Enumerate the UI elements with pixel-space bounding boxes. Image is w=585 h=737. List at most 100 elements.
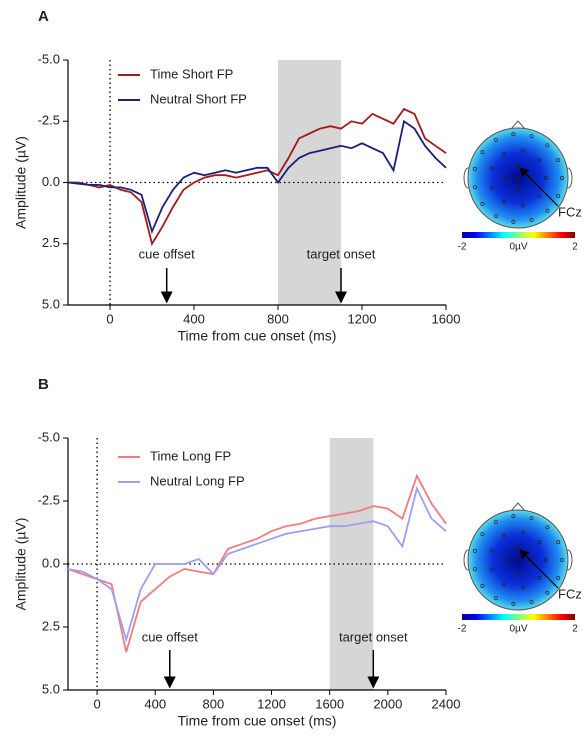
x-tick-label: 1600 xyxy=(315,696,344,711)
electrode-label: FCz xyxy=(558,204,582,219)
electrode xyxy=(556,158,561,163)
series-line xyxy=(67,485,447,643)
colorbar xyxy=(462,614,575,620)
electrode xyxy=(516,558,520,562)
y-tick-label: 2.5 xyxy=(42,618,60,633)
x-tick-label: 2000 xyxy=(373,696,402,711)
y-tick-label: -2.5 xyxy=(38,113,60,128)
electrode xyxy=(556,575,561,580)
electrode xyxy=(480,201,485,206)
legend-label: Time Short FP xyxy=(150,66,233,81)
electrode xyxy=(494,519,498,524)
series-line xyxy=(68,107,447,247)
electrode xyxy=(544,558,548,562)
electrode xyxy=(511,219,516,224)
electrode xyxy=(489,548,494,553)
x-tick-label: 1600 xyxy=(432,311,461,326)
electrode xyxy=(473,166,477,171)
colorbar-tick-label: 2 xyxy=(572,242,578,253)
y-tick-label: 5.0 xyxy=(42,296,60,311)
electrode xyxy=(516,570,520,574)
x-tick-label: 2400 xyxy=(432,696,461,711)
electrode xyxy=(545,590,550,595)
electrode xyxy=(480,583,485,588)
electrode xyxy=(556,193,561,198)
y-tick-label: -5.0 xyxy=(38,429,60,444)
electrode xyxy=(560,176,564,180)
y-tick-label: 5.0 xyxy=(42,681,60,696)
electrode-pointer xyxy=(519,549,559,589)
electrode-pointer xyxy=(519,167,559,207)
head-nose xyxy=(510,120,526,130)
head-nose xyxy=(510,502,526,512)
y-tick-label: 0.0 xyxy=(42,174,60,189)
electrode xyxy=(502,533,506,538)
legend-label: Neutral Short FP xyxy=(150,91,247,106)
electrode xyxy=(560,558,564,562)
y-tick-label: -5.0 xyxy=(38,51,60,66)
electrode xyxy=(473,185,477,190)
topomap-head xyxy=(467,127,569,229)
annotation-label: target onset xyxy=(307,246,376,261)
electrode xyxy=(489,185,494,190)
y-axis-label: Amplitude (µV) xyxy=(13,518,29,611)
y-tick-label: 2.5 xyxy=(42,235,60,250)
electrode xyxy=(511,132,516,137)
electrode xyxy=(494,214,498,219)
electrode xyxy=(520,203,525,208)
electrode xyxy=(502,582,506,587)
electrode xyxy=(480,532,485,537)
electrode xyxy=(520,585,525,590)
electrode xyxy=(511,514,516,519)
series-line xyxy=(67,473,447,653)
x-tick-label: 1200 xyxy=(257,696,286,711)
x-axis-label: Time from cue onset (ms) xyxy=(178,713,337,729)
x-tick-label: 400 xyxy=(183,311,205,326)
electrode xyxy=(473,567,477,572)
panel-label: A xyxy=(38,8,49,25)
electrode xyxy=(529,217,534,222)
x-axis-label: Time from cue onset (ms) xyxy=(178,328,337,344)
y-tick-label: -2.5 xyxy=(38,492,60,507)
x-tick-label: 800 xyxy=(267,311,289,326)
series-line xyxy=(67,119,447,235)
electrode xyxy=(544,176,548,180)
electrode xyxy=(520,530,525,535)
annotation-label: cue offset xyxy=(139,246,196,261)
electrode xyxy=(502,151,506,156)
y-tick-label: 0.0 xyxy=(42,555,60,570)
shaded-span xyxy=(278,60,341,305)
electrode xyxy=(516,546,520,550)
electrode xyxy=(516,164,520,168)
x-tick-label: 400 xyxy=(144,696,166,711)
x-tick-label: 0 xyxy=(93,696,100,711)
x-tick-label: 0 xyxy=(106,311,113,326)
electrode xyxy=(516,188,520,192)
electrode xyxy=(494,596,498,601)
colorbar xyxy=(462,232,575,238)
x-tick-label: 800 xyxy=(203,696,225,711)
electrode xyxy=(504,558,508,562)
electrode xyxy=(528,558,532,562)
topomap-head xyxy=(467,509,569,611)
electrode xyxy=(520,148,525,153)
electrode xyxy=(489,567,494,572)
electrode xyxy=(537,158,542,162)
electrode xyxy=(545,208,550,213)
annotation-label: cue offset xyxy=(142,629,199,644)
electrode xyxy=(504,176,508,180)
electrode xyxy=(489,166,494,171)
electrode xyxy=(473,548,477,553)
colorbar-tick-label: 2 xyxy=(572,624,578,635)
colorbar-tick-label: 0µV xyxy=(510,624,528,635)
electrode xyxy=(537,194,542,198)
electrode xyxy=(537,576,542,580)
y-axis-label: Amplitude (µV) xyxy=(13,136,29,229)
electrode xyxy=(516,176,520,180)
x-tick-label: 1200 xyxy=(348,311,377,326)
electrode xyxy=(545,143,550,148)
colorbar-tick-label: 0µV xyxy=(510,242,528,253)
electrode xyxy=(537,540,542,544)
colorbar-tick-label: -2 xyxy=(458,242,467,253)
